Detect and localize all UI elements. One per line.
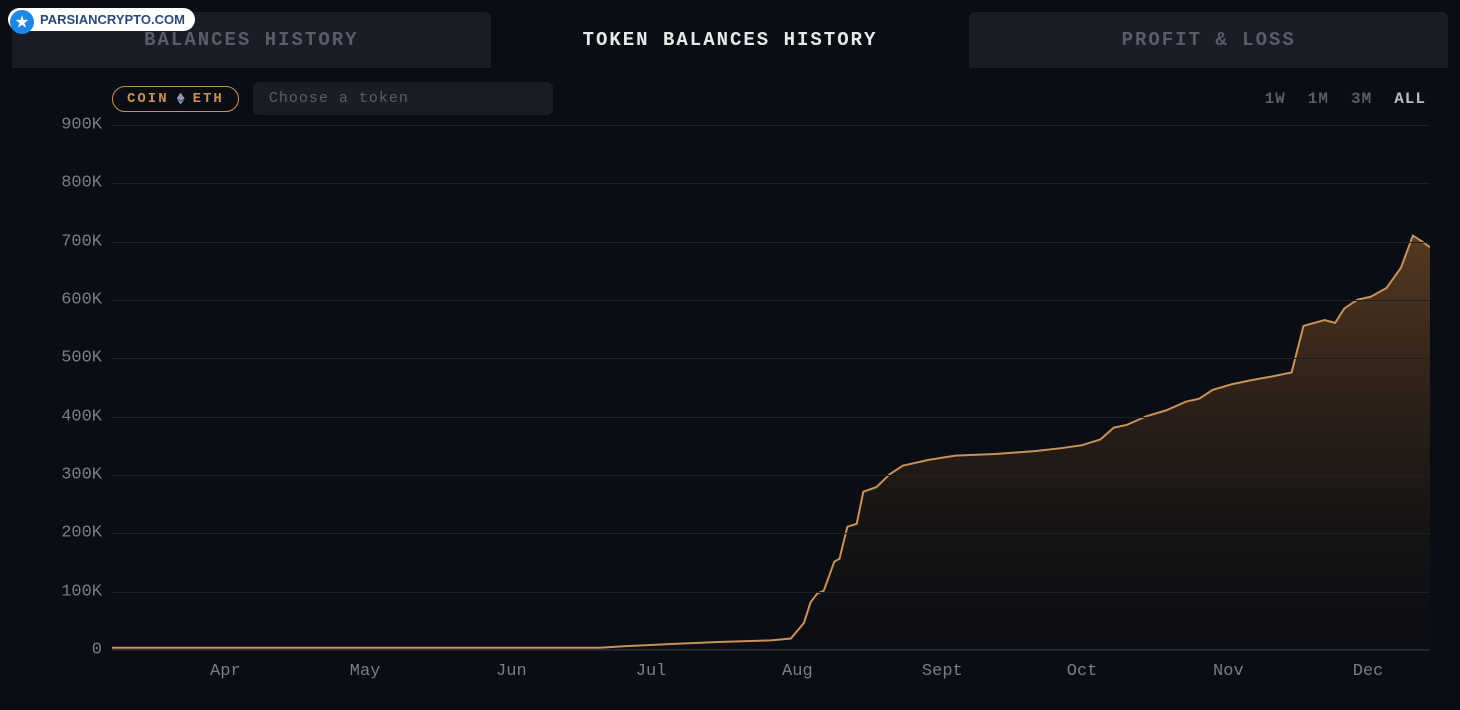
coin-symbol: ETH xyxy=(193,91,224,107)
controls-row: COIN ETH 1W 1M 3M ALL xyxy=(12,68,1448,121)
tab-profit-loss[interactable]: PROFIT & LOSS xyxy=(969,12,1448,68)
gridline xyxy=(112,358,1430,359)
y-axis: 0100K200K300K400K500K600K700K800K900K xyxy=(12,125,112,690)
gridline xyxy=(112,183,1430,184)
x-tick-label: Dec xyxy=(1353,662,1384,681)
gridline xyxy=(112,475,1430,476)
token-search-input[interactable] xyxy=(253,82,553,115)
gridline xyxy=(112,650,1430,651)
y-tick-label: 0 xyxy=(92,641,102,660)
gridline xyxy=(112,300,1430,301)
y-tick-label: 800K xyxy=(61,174,102,193)
coin-selector[interactable]: COIN ETH xyxy=(112,86,239,112)
tab-token-balances-history[interactable]: TOKEN BALANCES HISTORY xyxy=(491,12,970,68)
watermark-text: PARSIANCRYPTO.COM xyxy=(40,12,185,27)
range-all[interactable]: ALL xyxy=(1394,90,1426,108)
range-1w[interactable]: 1W xyxy=(1265,90,1286,108)
gridline xyxy=(112,125,1430,126)
gridline xyxy=(112,242,1430,243)
tab-label: PROFIT & LOSS xyxy=(1122,29,1296,51)
x-tick-label: Aug xyxy=(782,662,813,681)
y-tick-label: 600K xyxy=(61,291,102,310)
gridline xyxy=(112,592,1430,593)
tab-bar: BALANCES HISTORY TOKEN BALANCES HISTORY … xyxy=(12,12,1448,68)
watermark-badge: PARSIANCRYPTO.COM xyxy=(8,8,195,31)
area-chart-svg xyxy=(112,125,1430,649)
gridline xyxy=(112,533,1430,534)
x-tick-label: Nov xyxy=(1213,662,1244,681)
y-tick-label: 700K xyxy=(61,232,102,251)
x-tick-label: Oct xyxy=(1067,662,1098,681)
ethereum-icon xyxy=(177,93,185,105)
y-tick-label: 400K xyxy=(61,407,102,426)
chart-area-fill xyxy=(112,236,1430,649)
range-3m[interactable]: 3M xyxy=(1351,90,1372,108)
coin-label: COIN xyxy=(127,91,169,107)
y-tick-label: 100K xyxy=(61,582,102,601)
main-container: BALANCES HISTORY TOKEN BALANCES HISTORY … xyxy=(0,0,1460,710)
time-range-buttons: 1W 1M 3M ALL xyxy=(1265,90,1426,108)
x-tick-label: May xyxy=(350,662,381,681)
y-tick-label: 300K xyxy=(61,466,102,485)
x-tick-label: Apr xyxy=(210,662,241,681)
y-tick-label: 200K xyxy=(61,524,102,543)
range-1m[interactable]: 1M xyxy=(1308,90,1329,108)
x-tick-label: Jun xyxy=(496,662,527,681)
y-tick-label: 500K xyxy=(61,349,102,368)
chart-plot[interactable] xyxy=(112,125,1430,650)
tab-label: BALANCES HISTORY xyxy=(144,29,358,51)
x-tick-label: Jul xyxy=(636,662,667,681)
y-tick-label: 900K xyxy=(61,116,102,135)
tab-label: TOKEN BALANCES HISTORY xyxy=(583,29,878,51)
x-axis: Apr May Jun Jul Aug Sept Oct Nov Dec xyxy=(112,654,1430,690)
x-tick-label: Sept xyxy=(922,662,963,681)
chart-area: 0100K200K300K400K500K600K700K800K900K Ap… xyxy=(12,125,1448,690)
watermark-icon xyxy=(10,10,34,34)
gridline xyxy=(112,417,1430,418)
